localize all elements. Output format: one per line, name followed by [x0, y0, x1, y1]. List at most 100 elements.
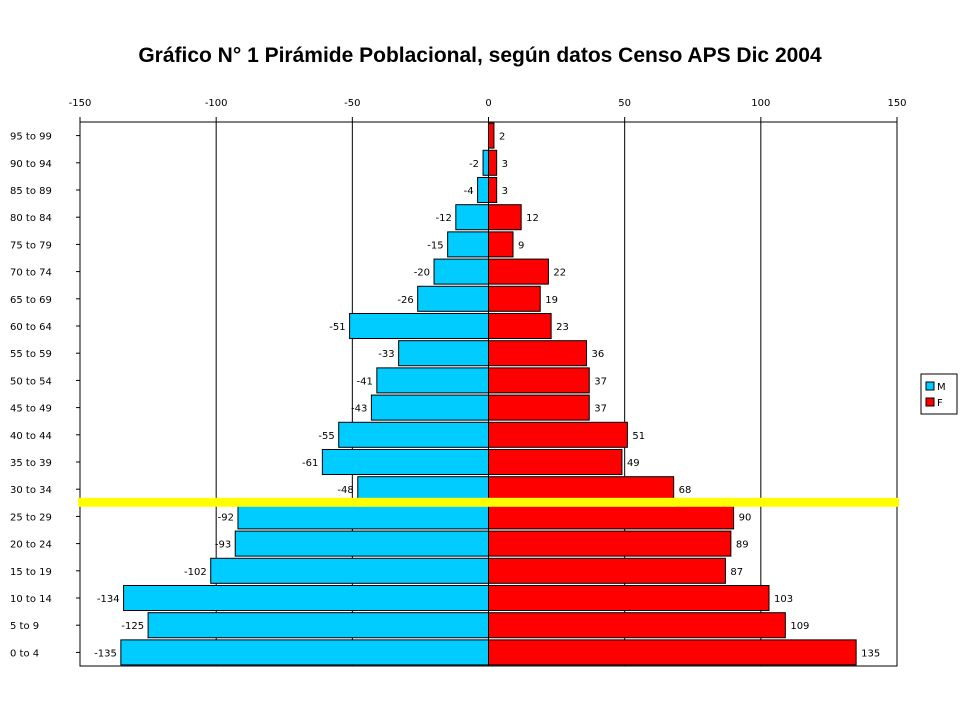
data-label-male: -92 — [218, 512, 234, 523]
data-label-male: -134 — [97, 594, 120, 605]
bar-female — [488, 367, 590, 394]
chart-title: Gráfico N° 1 Pirámide Poblacional, según… — [138, 44, 822, 67]
bar-female — [488, 503, 735, 530]
category-label: 35 to 39 — [10, 458, 52, 469]
bar-male — [357, 476, 489, 503]
bar-male — [455, 204, 490, 231]
data-label-male: -33 — [378, 349, 394, 360]
bar-male — [447, 231, 489, 258]
x-tick-label: -100 — [205, 98, 228, 109]
bar-female — [488, 394, 590, 421]
category-label: 30 to 34 — [10, 485, 52, 496]
category-label: 40 to 44 — [10, 431, 52, 442]
bar-female — [488, 530, 732, 557]
data-label-male: -15 — [427, 240, 443, 251]
bar-male — [234, 530, 489, 557]
axis-layer: -150 -100 -50 0 50 100 150 95 to 99 90 to 94 85 t… — [10, 98, 907, 659]
bar-female — [488, 312, 552, 340]
data-label-female: 89 — [736, 540, 749, 551]
data-label-male: -48 — [337, 485, 353, 496]
data-label-male: -61 — [302, 458, 318, 469]
bar-female — [488, 176, 498, 204]
x-tick-label: -50 — [344, 98, 360, 109]
legend: MF — [920, 373, 958, 415]
bar-male — [349, 312, 489, 340]
bar-male — [433, 258, 489, 285]
category-label: 20 to 24 — [10, 540, 52, 551]
bar-female — [488, 149, 498, 176]
bar-male — [417, 285, 489, 312]
data-label-male: -135 — [94, 648, 117, 659]
legend-swatch — [925, 397, 935, 407]
x-tick-label: 150 — [887, 98, 906, 109]
category-label: 0 to 4 — [10, 648, 39, 659]
bar-female — [488, 231, 514, 258]
bar-female — [488, 421, 628, 448]
data-label-female: 12 — [526, 213, 539, 224]
legend-box — [920, 373, 958, 415]
data-label-female: 9 — [518, 240, 524, 251]
data-label-male: -26 — [397, 295, 413, 306]
bar-female — [488, 122, 495, 149]
bar-male — [147, 612, 489, 639]
data-label-female: 3 — [502, 159, 508, 170]
data-label-male: -43 — [351, 404, 367, 415]
bar-female — [488, 340, 588, 367]
data-label-male: -4 — [464, 186, 474, 197]
x-tick-label: -150 — [69, 98, 92, 109]
bar-male — [376, 367, 489, 394]
highlight-line — [78, 497, 899, 507]
category-label: 15 to 19 — [10, 567, 52, 578]
category-label: 45 to 49 — [10, 404, 52, 415]
data-label-male: -51 — [329, 322, 345, 333]
data-label-female: 37 — [594, 404, 607, 415]
category-label: 65 to 69 — [10, 295, 52, 306]
category-label: 50 to 54 — [10, 376, 52, 387]
data-label-female: 22 — [553, 268, 566, 279]
data-label-female: 103 — [774, 594, 793, 605]
category-label: 80 to 84 — [10, 213, 52, 224]
x-tick-label: 50 — [618, 98, 631, 109]
category-label: 25 to 29 — [10, 512, 52, 523]
bar-female — [488, 557, 726, 584]
bar-male — [210, 557, 489, 584]
bars-layer — [120, 122, 857, 666]
bar-male — [338, 421, 490, 448]
data-label-female: 2 — [499, 132, 505, 143]
category-label: 10 to 14 — [10, 594, 52, 605]
bar-male — [321, 448, 490, 476]
bar-female — [488, 285, 541, 312]
data-label-male: -2 — [469, 159, 479, 170]
data-label-female: 90 — [739, 512, 752, 523]
data-label-male: -12 — [435, 213, 451, 224]
bar-female — [488, 448, 623, 476]
data-label-male: -41 — [356, 376, 372, 387]
bar-female — [488, 258, 549, 285]
category-label: 60 to 64 — [10, 322, 52, 333]
category-label: 70 to 74 — [10, 268, 52, 279]
data-label-female: 23 — [556, 322, 569, 333]
bar-female — [488, 639, 857, 666]
data-label-female: 3 — [502, 186, 508, 197]
data-label-female: 51 — [632, 431, 645, 442]
bar-male — [398, 340, 490, 367]
category-label: 55 to 59 — [10, 349, 52, 360]
bar-male — [370, 394, 489, 421]
bar-female — [488, 204, 522, 231]
data-label-female: 19 — [545, 295, 558, 306]
bar-male — [482, 149, 490, 176]
data-label-male: -20 — [414, 268, 430, 279]
bar-female — [488, 612, 786, 639]
category-label: 85 to 89 — [10, 186, 52, 197]
bar-male — [237, 503, 489, 530]
x-tick-label: 0 — [485, 98, 491, 109]
data-label-female: 49 — [627, 458, 640, 469]
data-label-female: 68 — [679, 485, 692, 496]
data-label-female: 109 — [790, 621, 809, 632]
category-label: 75 to 79 — [10, 240, 52, 251]
category-label: 95 to 99 — [10, 132, 52, 143]
bar-male — [120, 639, 489, 666]
category-label: 5 to 9 — [10, 621, 39, 632]
data-label-male: -93 — [215, 540, 231, 551]
